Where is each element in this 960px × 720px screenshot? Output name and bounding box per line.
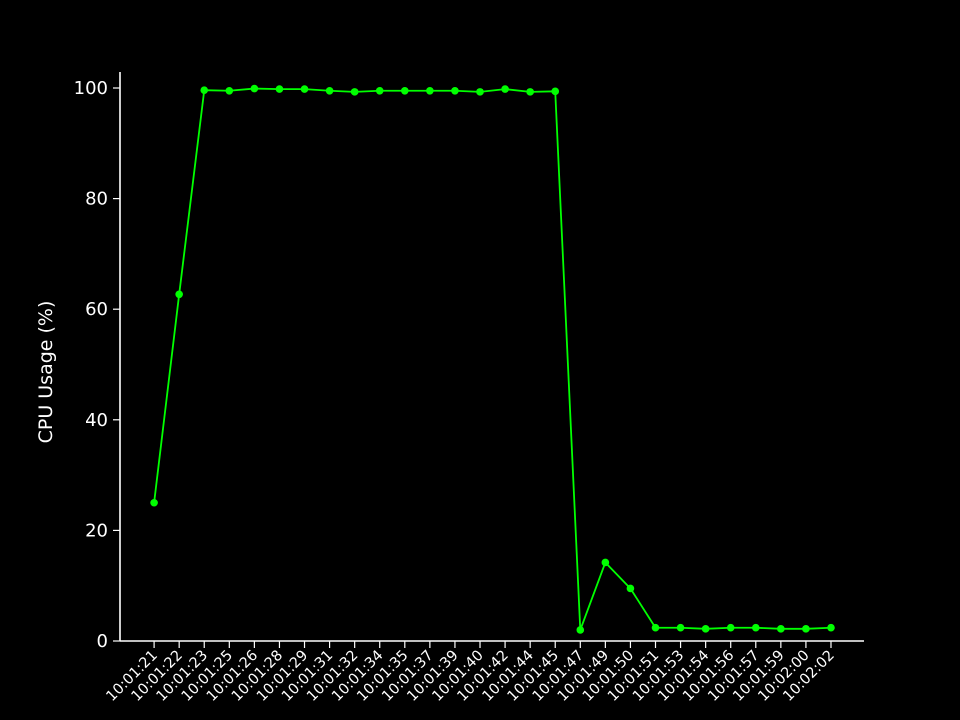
data-point [576,626,585,634]
data-point [350,88,359,96]
data-point [225,86,234,95]
data-point [726,623,735,632]
data-point [401,86,409,95]
data-point [275,85,284,93]
data-point [250,84,259,93]
data-point [150,498,158,507]
data-point [601,558,610,567]
y-axis-title: CPU Usage (%) [35,301,57,444]
y-tick-label: 80 [85,189,108,210]
data-point [701,625,710,633]
data-point [375,86,384,95]
data-point [200,86,209,95]
plot-area [150,84,835,634]
x-axis-ticks: 10:01:2110:01:2210:01:2310:01:2510:01:26… [104,641,838,705]
data-point [551,87,560,96]
y-tick-label: 20 [85,520,108,541]
data-point [751,623,760,632]
data-point [827,623,835,632]
data-point [802,625,810,633]
y-tick-label: 100 [74,78,108,99]
data-point [651,623,660,632]
y-axis-ticks: 0 20 40 60 80 100 [74,78,120,652]
data-point [175,290,183,299]
data-point [777,625,785,633]
data-point [526,88,534,96]
data-point [501,85,509,93]
series-line [153,87,832,631]
data-point [426,86,434,95]
data-point [451,86,459,95]
data-point [476,88,484,96]
data-point [300,85,309,93]
y-tick-label: 60 [85,299,108,320]
data-point [626,584,635,593]
y-tick-label: 40 [85,410,108,431]
data-point [325,86,334,95]
y-tick-label: 0 [97,631,108,652]
data-point [676,623,685,632]
